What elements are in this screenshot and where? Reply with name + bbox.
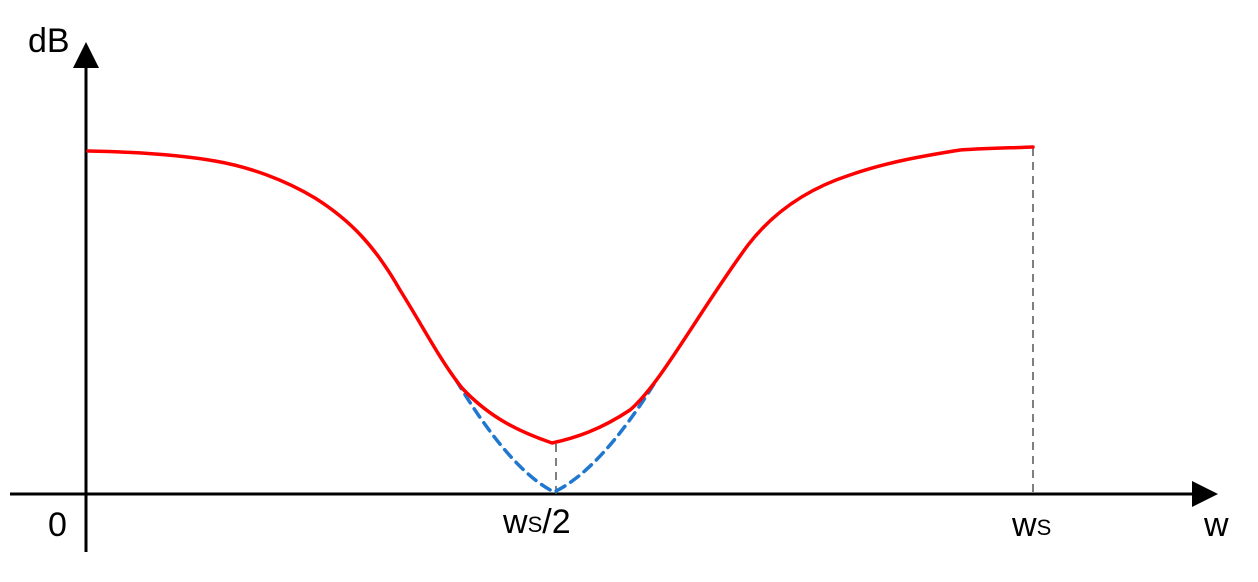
sampling-main: w [1011, 506, 1037, 544]
sampling-tick-label: wS [1011, 506, 1051, 544]
origin-label: 0 [48, 506, 67, 544]
y-axis-arrow [73, 42, 99, 68]
y-axis-label: dB [28, 22, 70, 60]
half-sampling-tick-label: wS/2 [502, 503, 571, 541]
x-axis-label: w [1203, 506, 1229, 544]
response-curve [86, 145, 1035, 445]
x-axis-arrow [1192, 481, 1218, 507]
half-sampling-sub: S [528, 512, 543, 537]
sampling-sub: S [1037, 515, 1052, 540]
half-sampling-suffix: /2 [542, 503, 570, 541]
ideal-response-dashed-curve [454, 378, 656, 494]
half-sampling-main: w [502, 503, 528, 541]
